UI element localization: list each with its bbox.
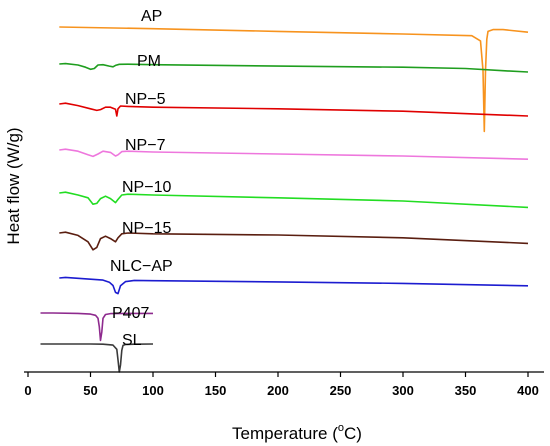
x-tick-label-3: 150 — [205, 383, 227, 398]
series-label-6: NLC−AP — [110, 258, 173, 275]
series-label-2: NP−5 — [125, 91, 166, 108]
x-tick-label-5: 250 — [330, 383, 352, 398]
series-line-2 — [59, 102, 529, 117]
series-lines — [40, 26, 529, 373]
x-axis-title: Temperature (oC) — [232, 422, 362, 443]
series-line-6 — [59, 276, 529, 295]
y-axis-title: Heat flow (W/g) — [4, 127, 23, 244]
x-tick-label-8: 400 — [517, 383, 539, 398]
x-axis-title-suffix: C) — [344, 424, 362, 443]
series-labels: AP PM NP−5 NP−7 NP−10 NP−15 NLC−AP P407 SL — [110, 8, 173, 349]
x-axis-title-superscript: o — [338, 422, 344, 434]
series-label-4: NP−10 — [122, 179, 171, 196]
axes: 0 50 100 150 200 250 300 350 400 — [24, 371, 544, 398]
series-line-7 — [40, 312, 153, 342]
series-line-4 — [59, 191, 529, 209]
x-axis-ticks: 0 50 100 150 200 250 300 350 400 — [24, 372, 539, 398]
series-label-3: NP−7 — [125, 137, 166, 154]
series-line-1 — [59, 62, 529, 73]
series-line-3 — [59, 148, 529, 160]
x-tick-label-6: 300 — [392, 383, 414, 398]
x-tick-label-7: 350 — [455, 383, 477, 398]
series-label-8: SL — [122, 332, 142, 349]
series-line-5 — [59, 231, 529, 251]
series-label-5: NP−15 — [122, 220, 171, 237]
x-tick-label-2: 100 — [142, 383, 164, 398]
series-label-0: AP — [141, 8, 162, 25]
series-label-1: PM — [137, 53, 161, 70]
series-line-0 — [59, 26, 529, 133]
series-label-7: P407 — [112, 305, 149, 322]
series-line-8 — [40, 343, 154, 373]
x-axis-title-text: Temperature ( — [232, 424, 338, 443]
x-tick-label-0: 0 — [24, 383, 31, 398]
x-tick-label-1: 50 — [83, 383, 97, 398]
x-tick-label-4: 200 — [267, 383, 289, 398]
